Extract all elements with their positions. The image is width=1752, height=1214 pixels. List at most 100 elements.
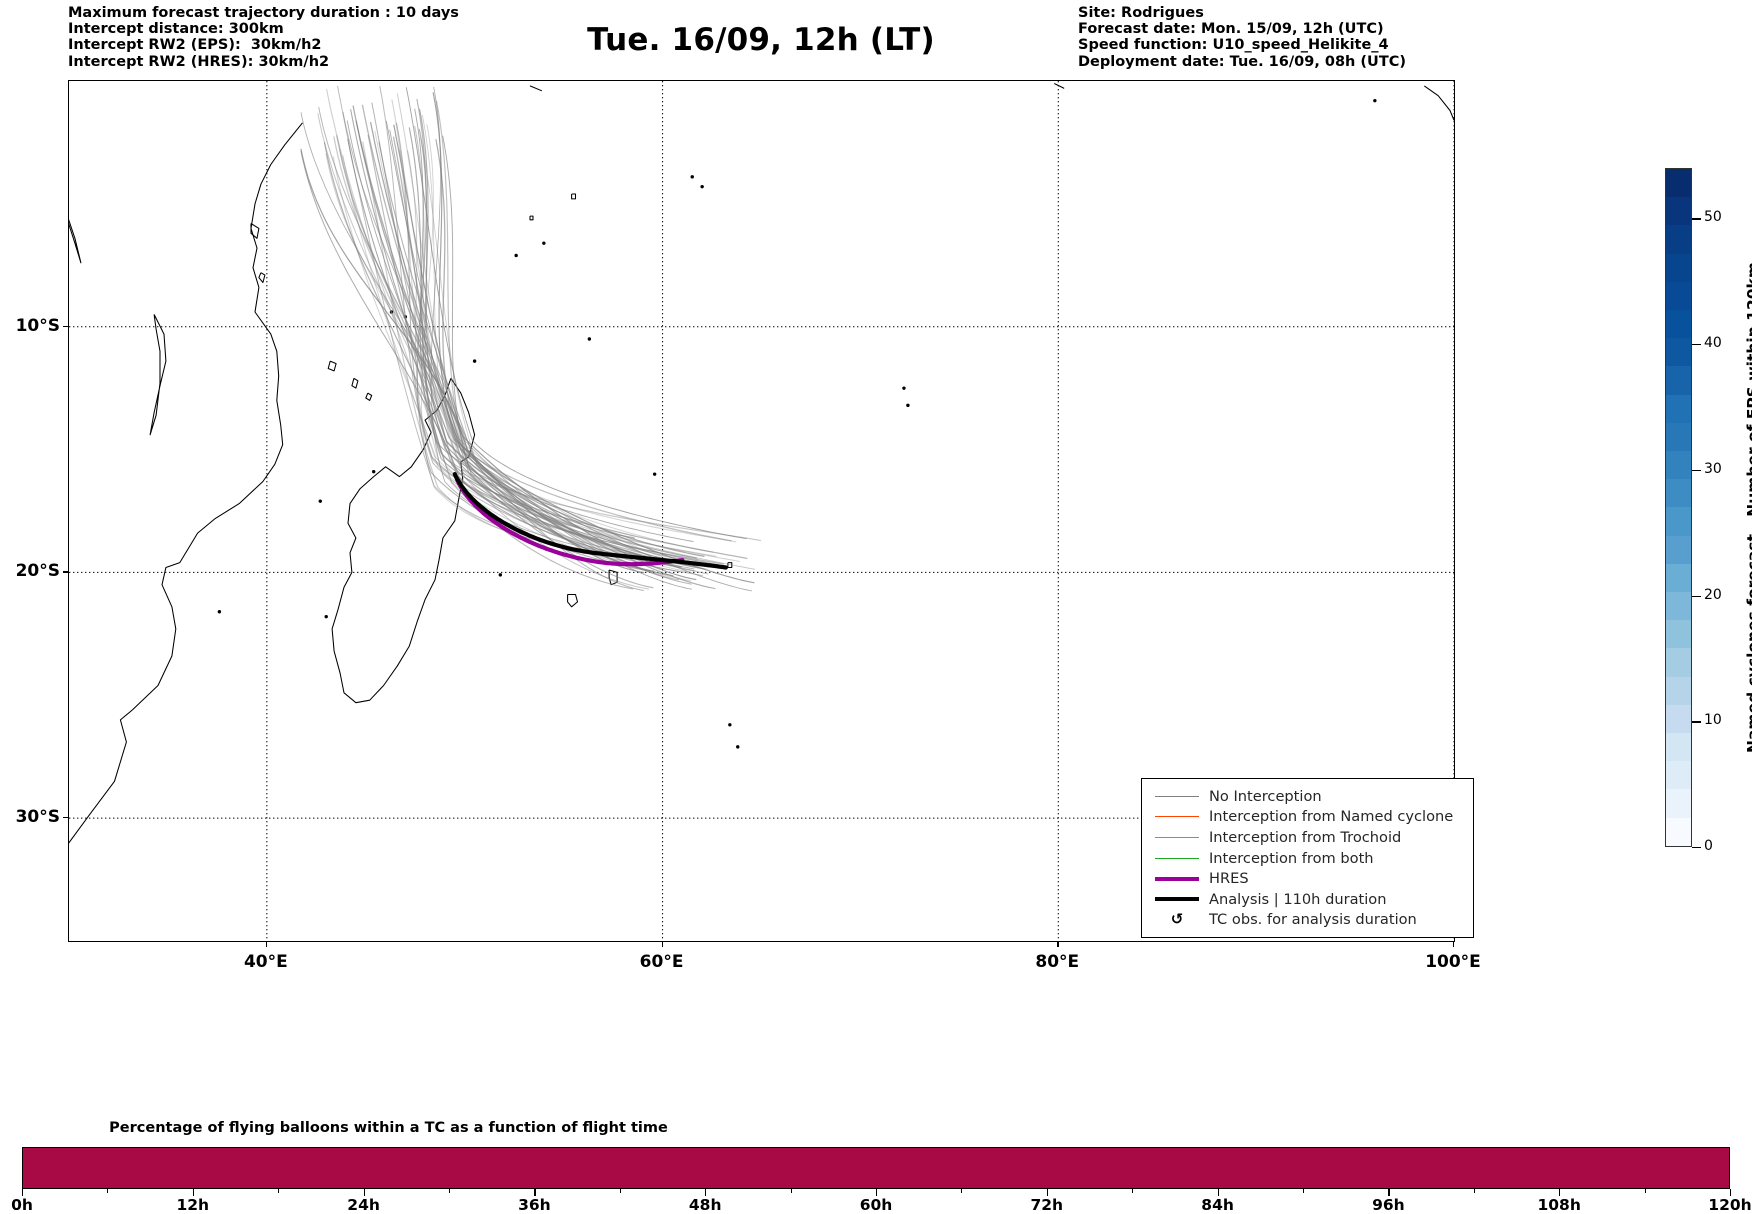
eps-trajectory [367, 134, 634, 590]
legend-label: TC obs. for analysis duration [1209, 911, 1417, 929]
colorbar-tick-label-5: 50 [1704, 209, 1722, 226]
x-tick-label-2: 80°E [1035, 952, 1080, 972]
flight-time-tick-8 [1388, 1189, 1390, 1196]
colorbar-tick-3 [1692, 469, 1701, 472]
colorbar-tick-0 [1692, 847, 1701, 849]
eps-trajectory [414, 125, 762, 542]
y-tick-label-0: 10°S [15, 315, 60, 336]
colorbar-segment [1666, 197, 1691, 226]
island-marker [217, 610, 222, 614]
colorbar-tick-label-2: 20 [1704, 586, 1722, 603]
coastline [727, 562, 733, 569]
island-marker [690, 175, 694, 179]
legend-entry-6: ↺ TC obs. for analysis duration [1151, 910, 1464, 931]
legend-line-icon [1155, 876, 1199, 881]
colorbar-segment [1666, 479, 1691, 508]
colorbar-segment [1666, 789, 1691, 818]
flight-time-bar-fill [23, 1148, 1729, 1188]
y-tick-label-2: 30°S [15, 807, 60, 828]
colorbar-segment [1666, 451, 1691, 480]
eps-trajectory [325, 153, 638, 558]
coastline [608, 569, 618, 586]
eps-trajectory [326, 88, 717, 557]
eps-trajectory [396, 93, 736, 543]
eps-trajectory [300, 150, 681, 568]
flight-time-minor-tick [790, 1189, 792, 1193]
colorbar-segment [1666, 225, 1691, 254]
island-marker [728, 723, 732, 727]
eps-trajectory [408, 127, 698, 559]
colorbar-segment [1666, 394, 1691, 423]
island-marker [587, 337, 592, 341]
legend-label: HRES [1209, 870, 1249, 888]
eps-trajectory [361, 104, 652, 559]
legend-entry-1: Interception from Named cyclone [1151, 807, 1464, 828]
site-metadata-block: Site: Rodrigues Forecast date: Mon. 15/09… [1078, 5, 1406, 70]
island-marker [472, 359, 477, 363]
island-marker [736, 745, 740, 749]
forecast-parameter-line-0: Maximum forecast trajectory duration : 1… [68, 5, 459, 21]
map-legend: No Interception Interception from Named c… [1141, 778, 1474, 939]
flight-time-minor-tick [1473, 1189, 1475, 1193]
legend-line-swatch [1151, 897, 1203, 902]
island-marker [906, 403, 910, 408]
coastline [567, 593, 579, 608]
eps-trajectory [342, 155, 718, 566]
colorbar-tick-label-1: 10 [1704, 712, 1722, 729]
colorbar-segment [1666, 676, 1691, 705]
forecast-parameter-line-2: Intercept RW2 (EPS): 30km/h2 [68, 37, 322, 54]
flight-time-bar [22, 1147, 1730, 1189]
flight-time-tick-label-9: 108h [1537, 1196, 1581, 1214]
flight-time-tick-label-4: 48h [688, 1196, 722, 1214]
flight-time-tick-label-1: 12h [176, 1196, 210, 1214]
eps-trajectory [300, 148, 697, 581]
flight-time-tick-9 [1559, 1189, 1561, 1196]
legend-line-icon [1155, 857, 1199, 859]
coastline [571, 193, 577, 200]
flight-time-tick-5 [876, 1189, 878, 1196]
page-title-text: Tue. 16/09, 12h (LT) [587, 22, 935, 58]
colorbar-tick-label-3: 30 [1704, 460, 1722, 477]
eps-trajectory [399, 149, 741, 563]
colorbar-segment [1666, 169, 1691, 198]
site-metadata-line-1: Forecast date: Mon. 15/09, 12h (UTC) [1078, 21, 1384, 38]
legend-entry-4: HRES [1151, 868, 1464, 889]
y-tick-1 [63, 571, 68, 573]
colorbar-tick-label-0: 0 [1704, 838, 1713, 854]
flight-time-tick-4 [705, 1189, 707, 1196]
cyclone-marker: ↺ [1151, 912, 1203, 927]
island-marker [389, 310, 394, 314]
island-marker [318, 499, 322, 503]
legend-line-swatch [1151, 876, 1203, 881]
legend-entry-5: Analysis | 110h duration [1151, 889, 1464, 910]
colorbar-segment [1666, 733, 1691, 762]
colorbar-segment [1666, 281, 1691, 311]
flight-time-tick-3 [534, 1189, 536, 1196]
legend-line-icon [1155, 897, 1199, 902]
island-marker [700, 184, 704, 189]
flight-time-tick-0 [22, 1189, 24, 1196]
eps-trajectory [338, 149, 714, 553]
x-tick-label-0: 40°E [243, 952, 288, 972]
flight-time-minor-tick [1303, 1189, 1305, 1193]
flight-time-minor-tick [961, 1189, 963, 1193]
eps-trajectory [385, 120, 692, 590]
x-tick-0 [265, 942, 268, 947]
colorbar-segment [1666, 507, 1691, 536]
y-tick-2 [63, 817, 68, 819]
island-marker [498, 573, 503, 577]
flight-time-tick-10 [1730, 1189, 1732, 1196]
coastline [1423, 85, 1454, 121]
colorbar-segment [1666, 253, 1691, 282]
colorbar-tick-4 [1692, 344, 1701, 346]
eps-trajectory [337, 85, 703, 577]
colorbar-label: Named cyclones forecast - Number of EPS … [1744, 262, 1752, 753]
flight-time-tick-label-7: 84h [1201, 1196, 1234, 1214]
island-marker [324, 614, 328, 619]
flight-time-tick-label-10: 120h [1708, 1196, 1752, 1214]
eps-trajectory [336, 135, 732, 542]
x-tick-2 [1057, 942, 1059, 947]
coastline [529, 215, 534, 221]
x-tick-1 [661, 942, 663, 947]
y-tick-0 [63, 325, 68, 327]
